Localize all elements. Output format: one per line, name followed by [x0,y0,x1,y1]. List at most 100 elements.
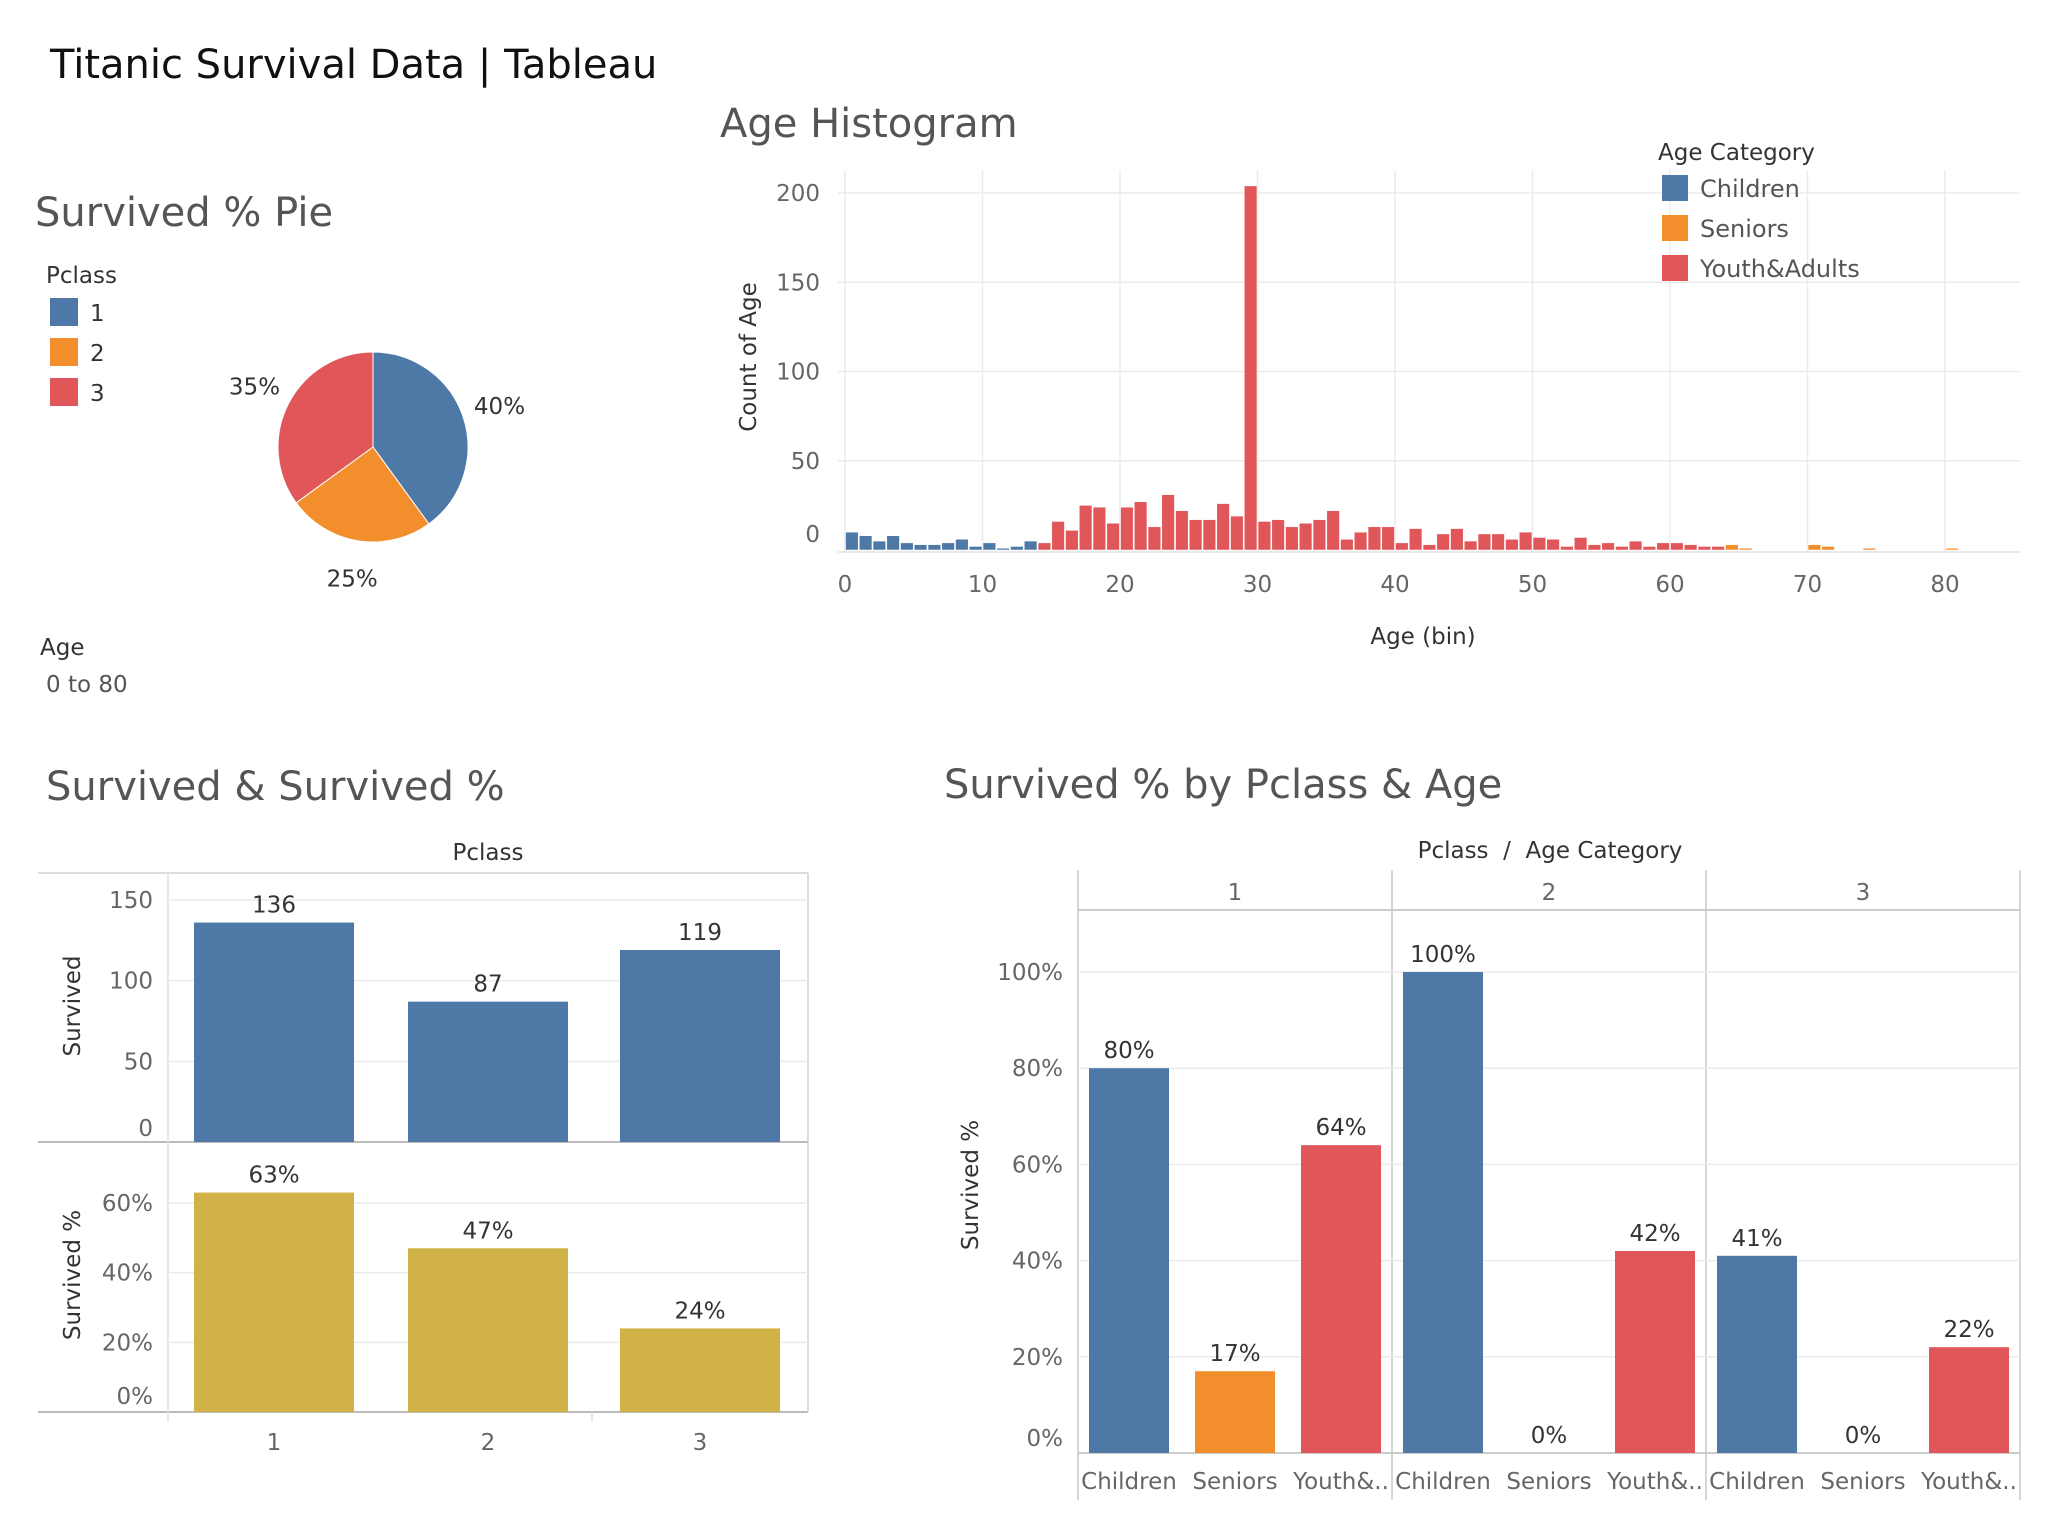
histogram-bar[interactable] [1395,542,1409,551]
age-category-legend-swatch[interactable] [1662,215,1688,241]
survived-bar-1[interactable] [194,922,354,1142]
histogram-bar[interactable] [872,540,886,551]
histogram-bar[interactable] [1587,544,1601,551]
histogram-bar[interactable] [955,539,969,551]
histogram-bar[interactable] [1697,546,1711,551]
histogram-bar[interactable] [1161,494,1175,551]
histogram-bar[interactable] [1051,521,1065,551]
histogram-bar[interactable] [1821,546,1835,551]
pclass-legend-swatch-1[interactable] [50,298,78,326]
survived-pct-bar-1[interactable] [194,1192,354,1412]
histogram-bar[interactable] [1024,540,1038,551]
histogram-bar[interactable] [1684,544,1698,551]
histogram-bar[interactable] [1546,539,1560,551]
histogram-bar[interactable] [1271,519,1285,551]
histogram-bar[interactable] [1574,537,1588,551]
histogram-bar[interactable] [1381,526,1395,551]
pclass-age-bar[interactable] [1301,1145,1381,1453]
histogram-bar[interactable] [1464,540,1478,551]
histogram-bar[interactable] [1739,547,1753,551]
pie-chart[interactable]: 40% 25% 35% [229,351,525,592]
pclass-age-bar[interactable] [1403,972,1483,1453]
histogram-bar[interactable] [1202,519,1216,551]
histogram-bar[interactable] [1656,542,1670,551]
histogram-bar[interactable] [996,547,1010,551]
survived-bar-3[interactable] [620,950,780,1142]
histogram-bar[interactable] [1615,546,1629,551]
histogram-bar[interactable] [1285,526,1299,551]
pclass-age-bars[interactable]: 80% Children 17% Seniors 64% Youth&.. 100% Chil… [1081,942,2017,1495]
pclass-age-y-tick: 0% [1027,1426,1064,1452]
histogram-bar[interactable] [1711,546,1725,551]
histogram-bar[interactable] [1436,533,1450,551]
pclass-legend[interactable]: 1 2 3 [50,298,105,407]
histogram-bar[interactable] [1257,521,1271,551]
histogram-bar[interactable] [886,535,900,551]
survived-pct-bar-2[interactable] [408,1248,568,1412]
histogram-bar[interactable] [1244,185,1258,551]
histogram-bar[interactable] [1147,526,1161,551]
histogram-bar[interactable] [1354,531,1368,551]
histogram-bar[interactable] [1079,505,1093,551]
pclass-legend-swatch-2[interactable] [50,338,78,366]
histogram-bar[interactable] [927,544,941,551]
histogram-bar[interactable] [982,542,996,551]
histogram-bar[interactable] [1560,546,1574,551]
histogram-bar[interactable] [1189,519,1203,551]
histogram-bar[interactable] [1409,528,1423,551]
histogram-bar[interactable] [1601,542,1615,551]
pclass-age-bar[interactable] [1089,1068,1169,1453]
histogram-bar[interactable] [1519,531,1533,551]
survived-pct-bar-3[interactable] [620,1328,780,1412]
histogram-bar[interactable] [1106,522,1120,551]
histogram-bar[interactable] [1807,544,1821,551]
pie-slice-3[interactable] [277,351,374,504]
pclass-age-bar[interactable] [1195,1371,1275,1453]
histogram-bar[interactable] [1491,533,1505,551]
age-category-legend-swatch[interactable] [1662,175,1688,201]
histogram-bar[interactable] [1642,546,1656,551]
histogram-bar[interactable] [1299,522,1313,551]
histogram-bar[interactable] [845,531,859,551]
pclass-age-bar[interactable] [1615,1250,1695,1453]
histogram-bar[interactable] [900,542,914,551]
histogram-bar[interactable] [1670,542,1684,551]
histogram-bar[interactable] [1450,528,1464,551]
pclass-age-bar[interactable] [1717,1255,1797,1453]
pclass-legend-swatch-3[interactable] [50,378,78,406]
histogram-bar[interactable] [1505,539,1519,551]
histogram-bar[interactable] [1010,546,1024,551]
histogram-bar[interactable] [1422,544,1436,551]
survived-bars[interactable]: 136 87 119 63% 47% 24% 1 2 3 [194,893,780,1456]
pie-slice-1[interactable] [372,351,469,525]
histogram-bar[interactable] [1477,533,1491,551]
histogram-bar[interactable] [1340,539,1354,551]
age-category-legend[interactable]: Children Seniors Youth&Adults [1662,175,1860,283]
histogram-bar[interactable] [1725,544,1739,551]
histogram-bars[interactable] [845,185,1959,551]
histogram-bar[interactable] [1230,515,1244,551]
age-filter[interactable]: Age 0 to 80 [40,635,128,698]
survived-bar-2[interactable] [408,1001,568,1142]
pie-slice-2[interactable] [295,446,430,543]
histogram-bar[interactable] [1312,519,1326,551]
histogram-bar[interactable] [1945,547,1959,551]
pclass-age-bar[interactable] [1929,1347,2009,1453]
histogram-bar[interactable] [859,535,873,551]
histogram-bar[interactable] [914,544,928,551]
age-category-legend-swatch[interactable] [1662,255,1688,281]
histogram-bar[interactable] [1216,503,1230,551]
histogram-bar[interactable] [1326,510,1340,551]
histogram-bar[interactable] [1092,506,1106,551]
histogram-bar[interactable] [1120,506,1134,551]
histogram-bar[interactable] [1629,540,1643,551]
histogram-bar[interactable] [1134,501,1148,551]
histogram-bar[interactable] [1367,526,1381,551]
histogram-bar[interactable] [941,542,955,551]
histogram-bar[interactable] [1037,542,1051,551]
histogram-bar[interactable] [1862,547,1876,551]
histogram-bar[interactable] [1065,530,1079,551]
histogram-bar[interactable] [969,546,983,551]
histogram-bar[interactable] [1175,510,1189,551]
histogram-bar[interactable] [1532,537,1546,551]
